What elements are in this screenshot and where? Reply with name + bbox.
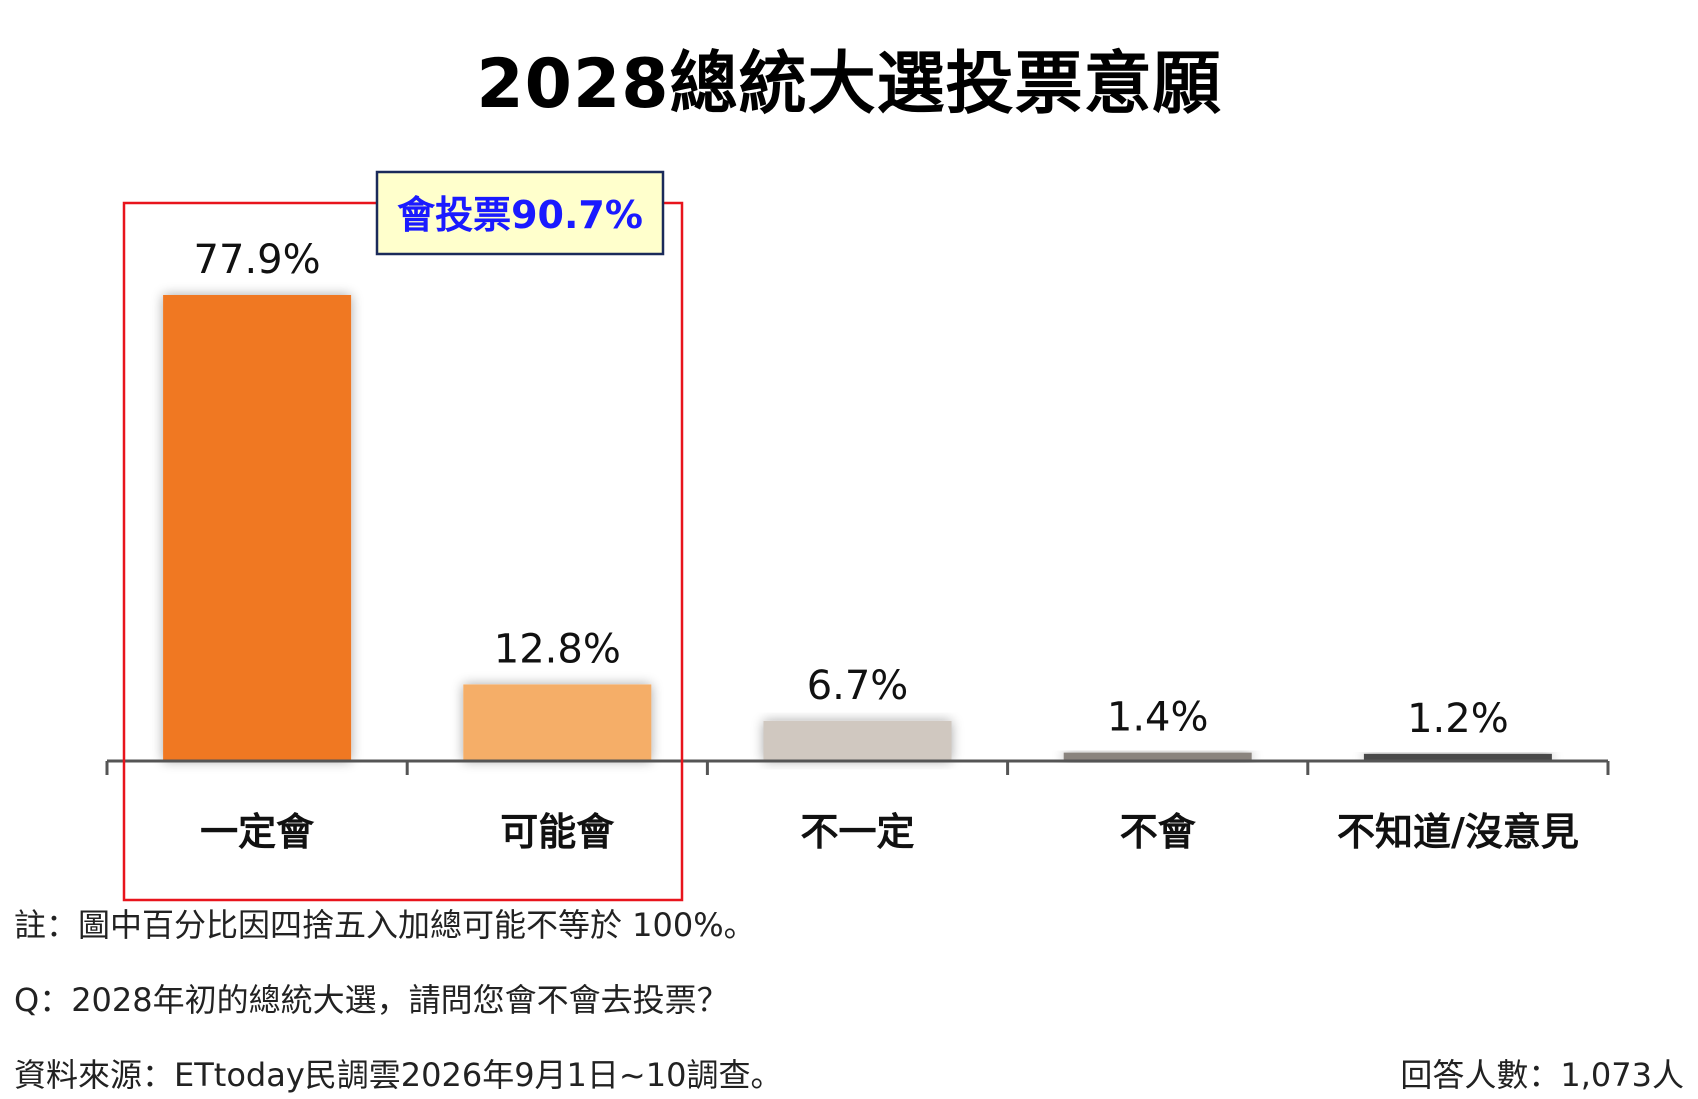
callout-box: [375, 170, 665, 256]
sample-size: 回答人數：1,073人: [1400, 1056, 1684, 1094]
bar-1: [163, 295, 352, 761]
category-label: 不知道/沒意見: [1337, 810, 1579, 854]
bar-value-label: 77.9%: [194, 237, 321, 283]
footnote-rounding: 註：圖中百分比因四捨五入加總可能不等於 100%。: [14, 906, 756, 944]
bar-value-label: 12.8%: [494, 626, 621, 672]
data-source: 資料來源：ETtoday民調雲2026年9月1日~10調查。: [14, 1056, 783, 1094]
callout-text: 會投票90.7%: [397, 193, 643, 237]
bar-value-label: 1.2%: [1407, 696, 1509, 742]
bar-3: [763, 720, 952, 761]
bar-4: [1063, 752, 1252, 761]
category-label: 可能會: [500, 810, 615, 854]
bar-value-label: 1.4%: [1107, 695, 1209, 741]
survey-question: Q：2028年初的總統大選，請問您會不會去投票？: [14, 981, 729, 1019]
category-label: 一定會: [200, 810, 315, 854]
category-label: 不一定: [800, 810, 914, 854]
bar-5: [1363, 753, 1552, 761]
chart-title: 2028總統大選投票意願: [476, 45, 1222, 124]
bar-value-label: 6.7%: [807, 663, 909, 709]
category-label: 不會: [1120, 810, 1197, 854]
bar-2: [463, 684, 652, 761]
